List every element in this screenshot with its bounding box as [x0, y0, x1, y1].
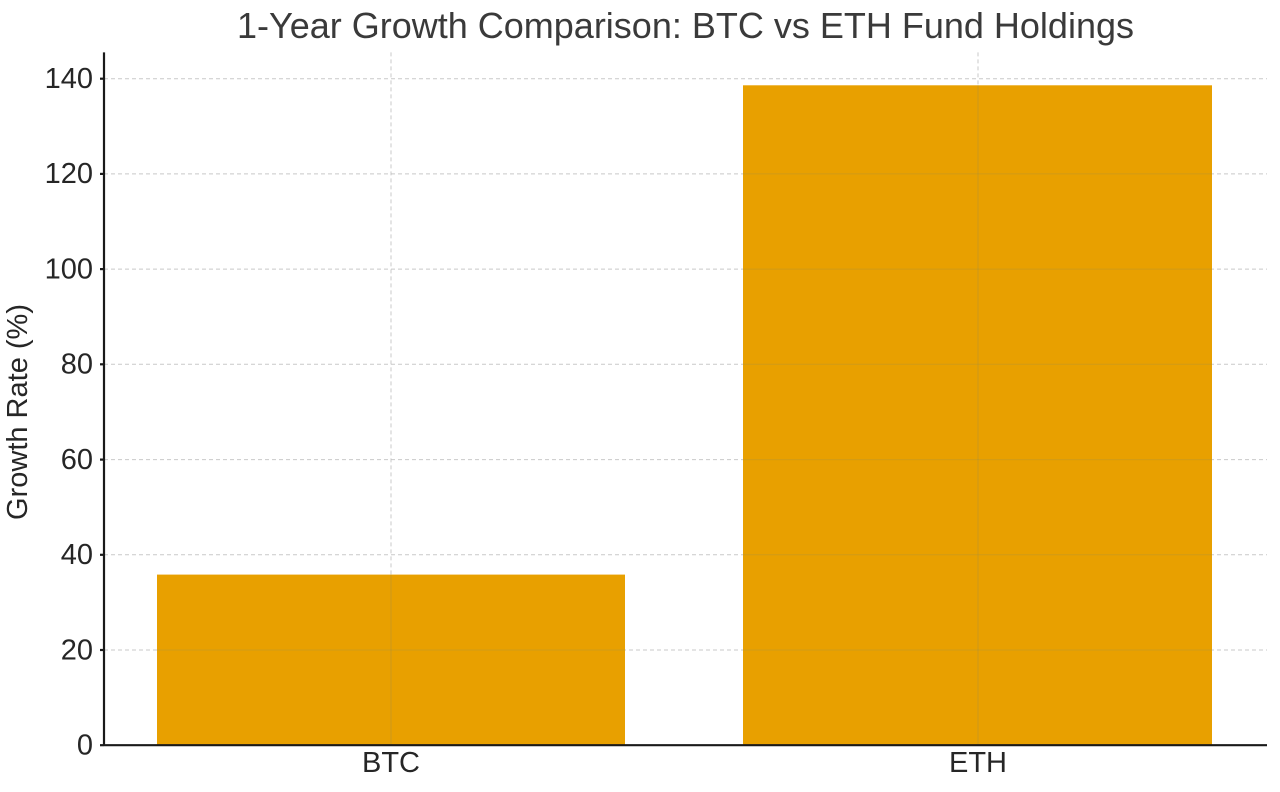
svg-text:120: 120	[45, 158, 93, 190]
svg-text:Growth Rate (%): Growth Rate (%)	[2, 304, 34, 520]
svg-text:40: 40	[61, 539, 93, 571]
svg-text:BTC: BTC	[362, 747, 420, 779]
svg-text:ETH: ETH	[949, 747, 1007, 779]
svg-text:100: 100	[45, 253, 93, 285]
svg-text:80: 80	[61, 349, 93, 381]
svg-text:20: 20	[61, 634, 93, 666]
svg-text:140: 140	[45, 63, 93, 95]
svg-text:0: 0	[77, 730, 93, 762]
svg-text:60: 60	[61, 444, 93, 476]
